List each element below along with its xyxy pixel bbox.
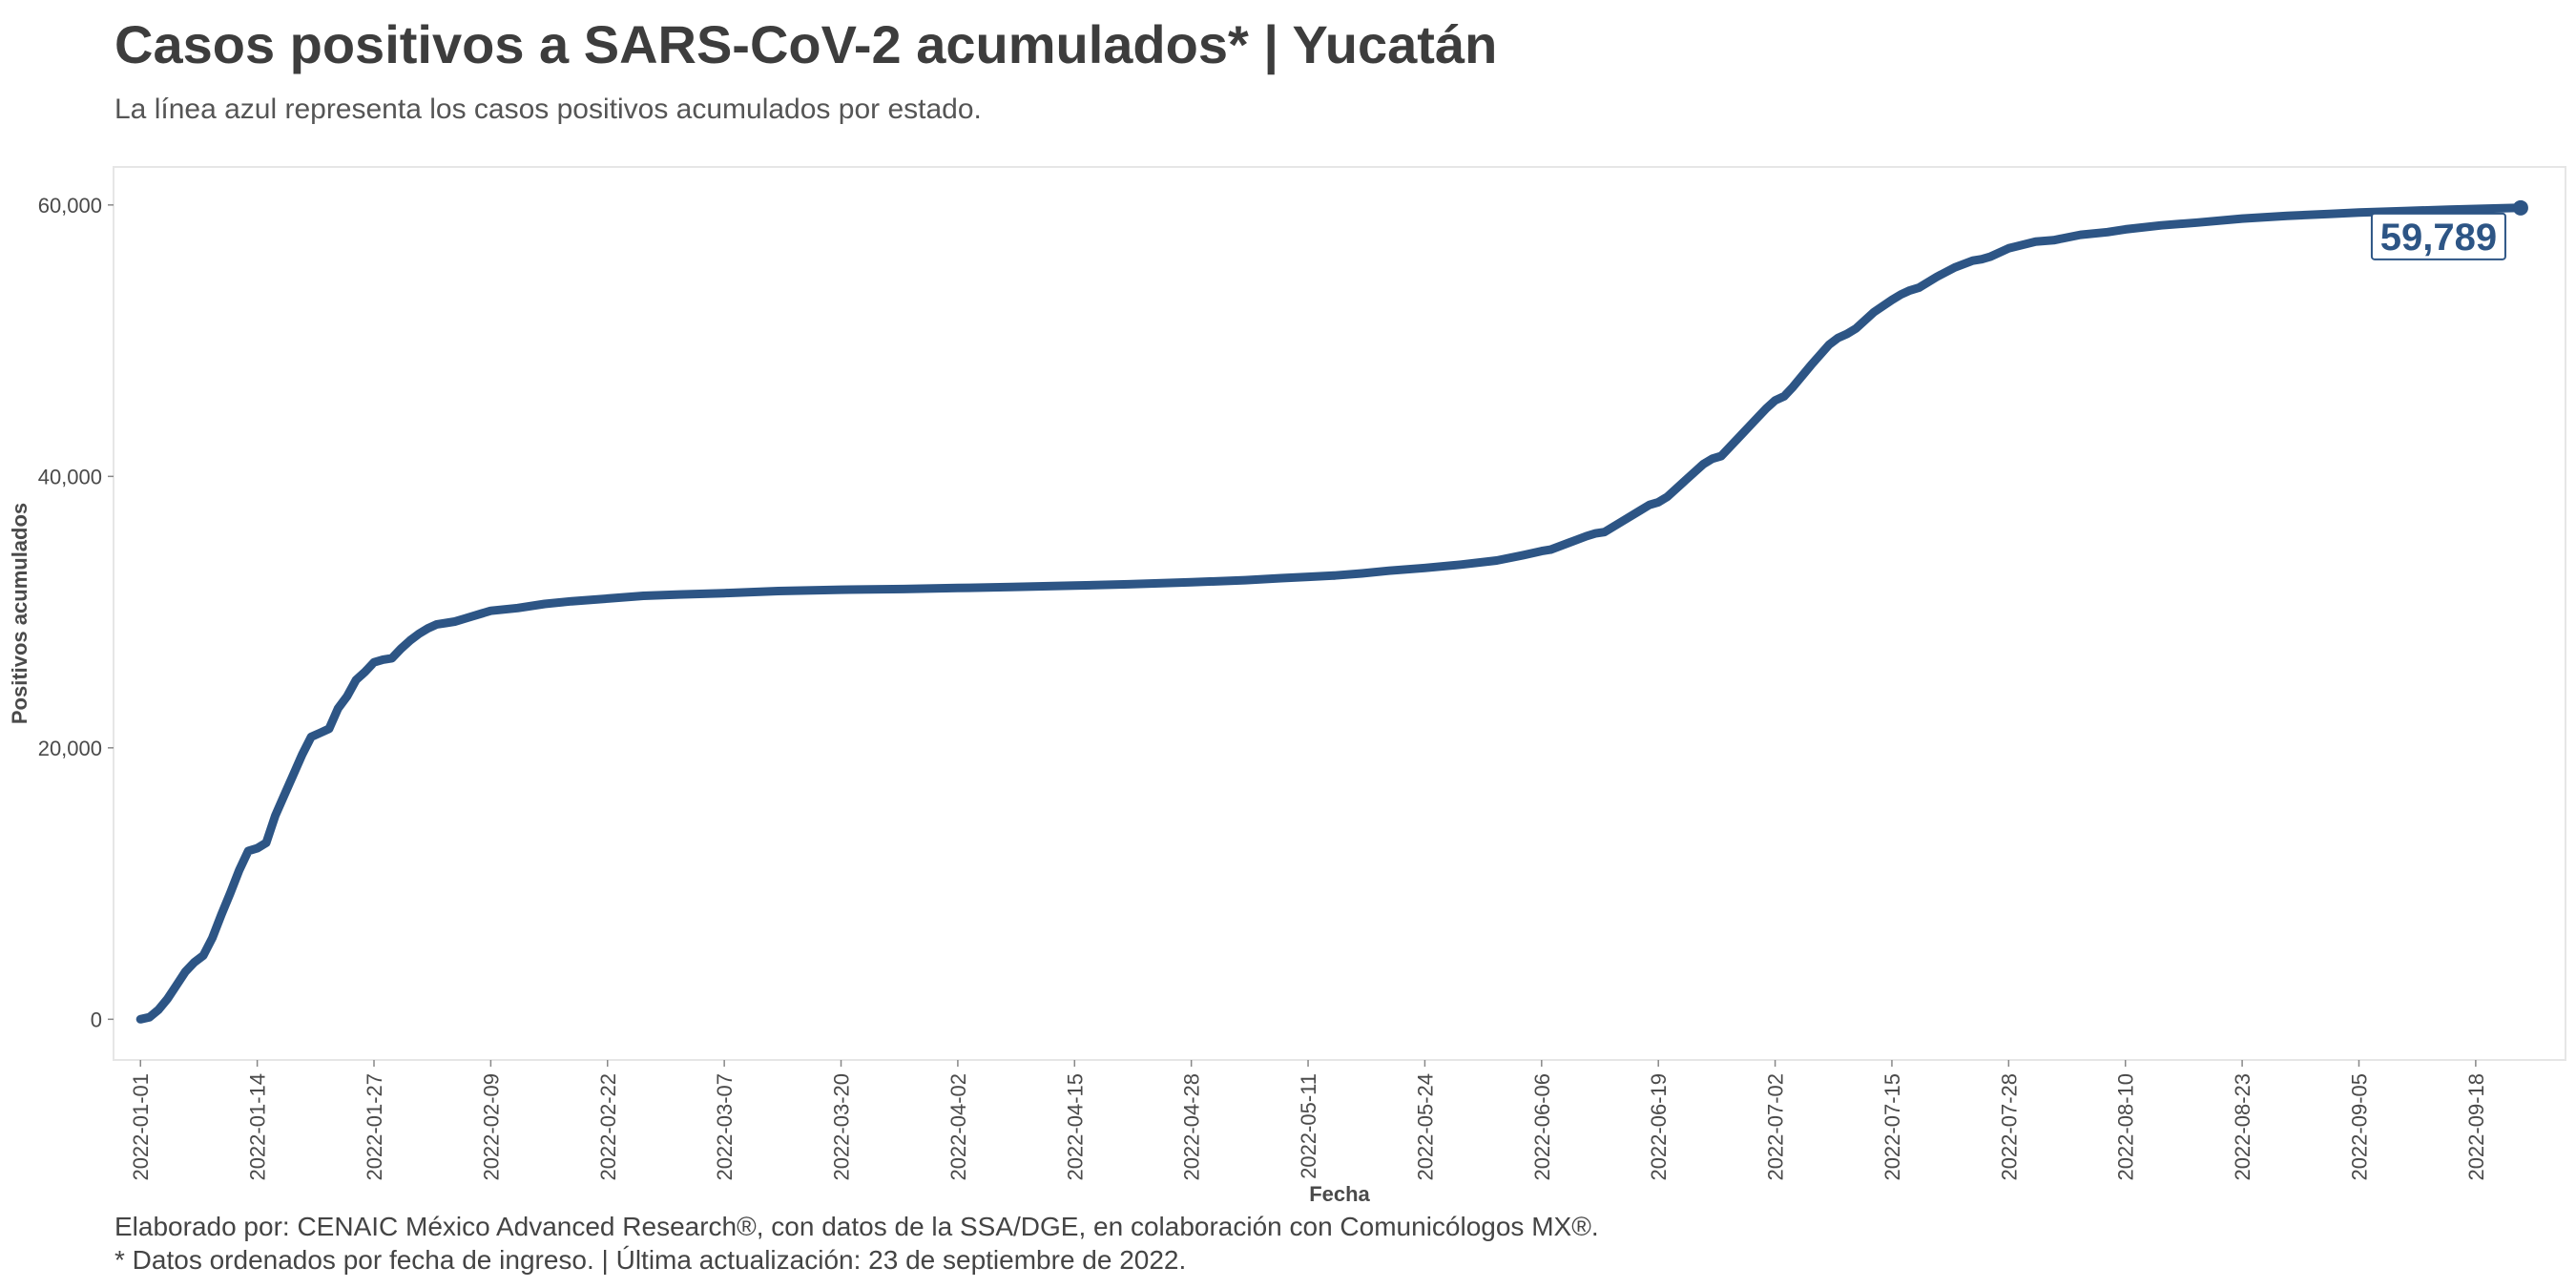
series-line [135,203,2525,1024]
x-tick-label: 2022-06-19 [1647,1073,1671,1181]
x-tick-label: 2022-09-05 [2347,1073,2371,1181]
x-tick-label: 2022-06-06 [1530,1073,1554,1181]
x-tick-label: 2022-04-15 [1063,1073,1087,1181]
x-tick-label: 2022-02-22 [596,1073,620,1181]
x-tick-label: 2022-02-09 [479,1073,503,1181]
x-tick-label: 2022-07-15 [1880,1073,1904,1181]
x-axis-title: Fecha [1309,1182,1370,1206]
x-tick-label: 2022-01-27 [363,1073,386,1181]
x-tick-label: 2022-08-10 [2114,1073,2138,1181]
x-tick-label: 2022-04-28 [1180,1073,1204,1181]
x-tick-label: 2022-05-11 [1297,1073,1320,1179]
end-point-marker [2512,199,2528,216]
end-value-label: 59,789 [2370,212,2506,260]
y-axis-title: Positivos acumulados [8,503,31,724]
x-tick-label: 2022-03-07 [713,1073,737,1181]
footer-credit: Elaborado por: CENAIC México Advanced Re… [114,1212,1599,1241]
y-tick-label: 20,000 [38,737,102,760]
y-tick-label: 40,000 [38,465,102,488]
page-title: Casos positivos a SARS-CoV-2 acumulados*… [114,14,1498,74]
y-tick-label: 0 [91,1008,102,1031]
x-tick-label: 2022-01-01 [129,1073,153,1181]
x-tick-label: 2022-05-24 [1413,1073,1437,1181]
x-tick-label: 2022-01-14 [246,1073,270,1181]
x-tick-label: 2022-08-23 [2231,1073,2254,1181]
x-tick-label: 2022-07-28 [1997,1073,2021,1181]
end-value-label-box [2370,212,2506,260]
y-tick-label: 60,000 [38,194,102,218]
x-axis: 2022-01-01 2022-01-14 2022-01-27 2022-02-09… [129,1060,2488,1181]
page-subtitle: La línea azul representa los casos posit… [114,93,982,125]
x-tick-label: 2022-04-02 [946,1073,970,1181]
end-value-label-text: 59,789 [2380,217,2497,259]
x-tick-label: 2022-03-20 [830,1073,854,1181]
footer-note: * Datos ordenados por fecha de ingreso. … [114,1245,1187,1275]
x-tick-label: 2022-07-02 [1764,1073,1788,1181]
x-tick-label: 2022-09-18 [2464,1073,2488,1181]
plot-panel [113,166,2566,1061]
y-axis: 0 20,000 40,000 60,000 [38,194,114,1031]
